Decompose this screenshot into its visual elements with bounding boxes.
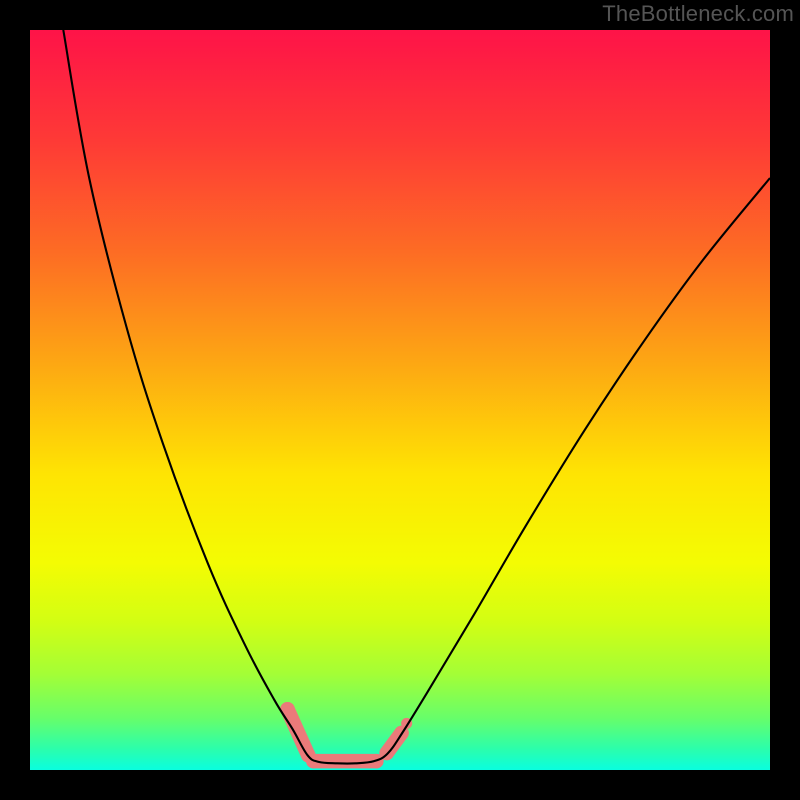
bottleneck-curve [63, 30, 770, 764]
chart-svg [0, 0, 800, 800]
watermark-text: TheBottleneck.com [602, 1, 794, 27]
chart-stage: TheBottleneck.com [0, 0, 800, 800]
